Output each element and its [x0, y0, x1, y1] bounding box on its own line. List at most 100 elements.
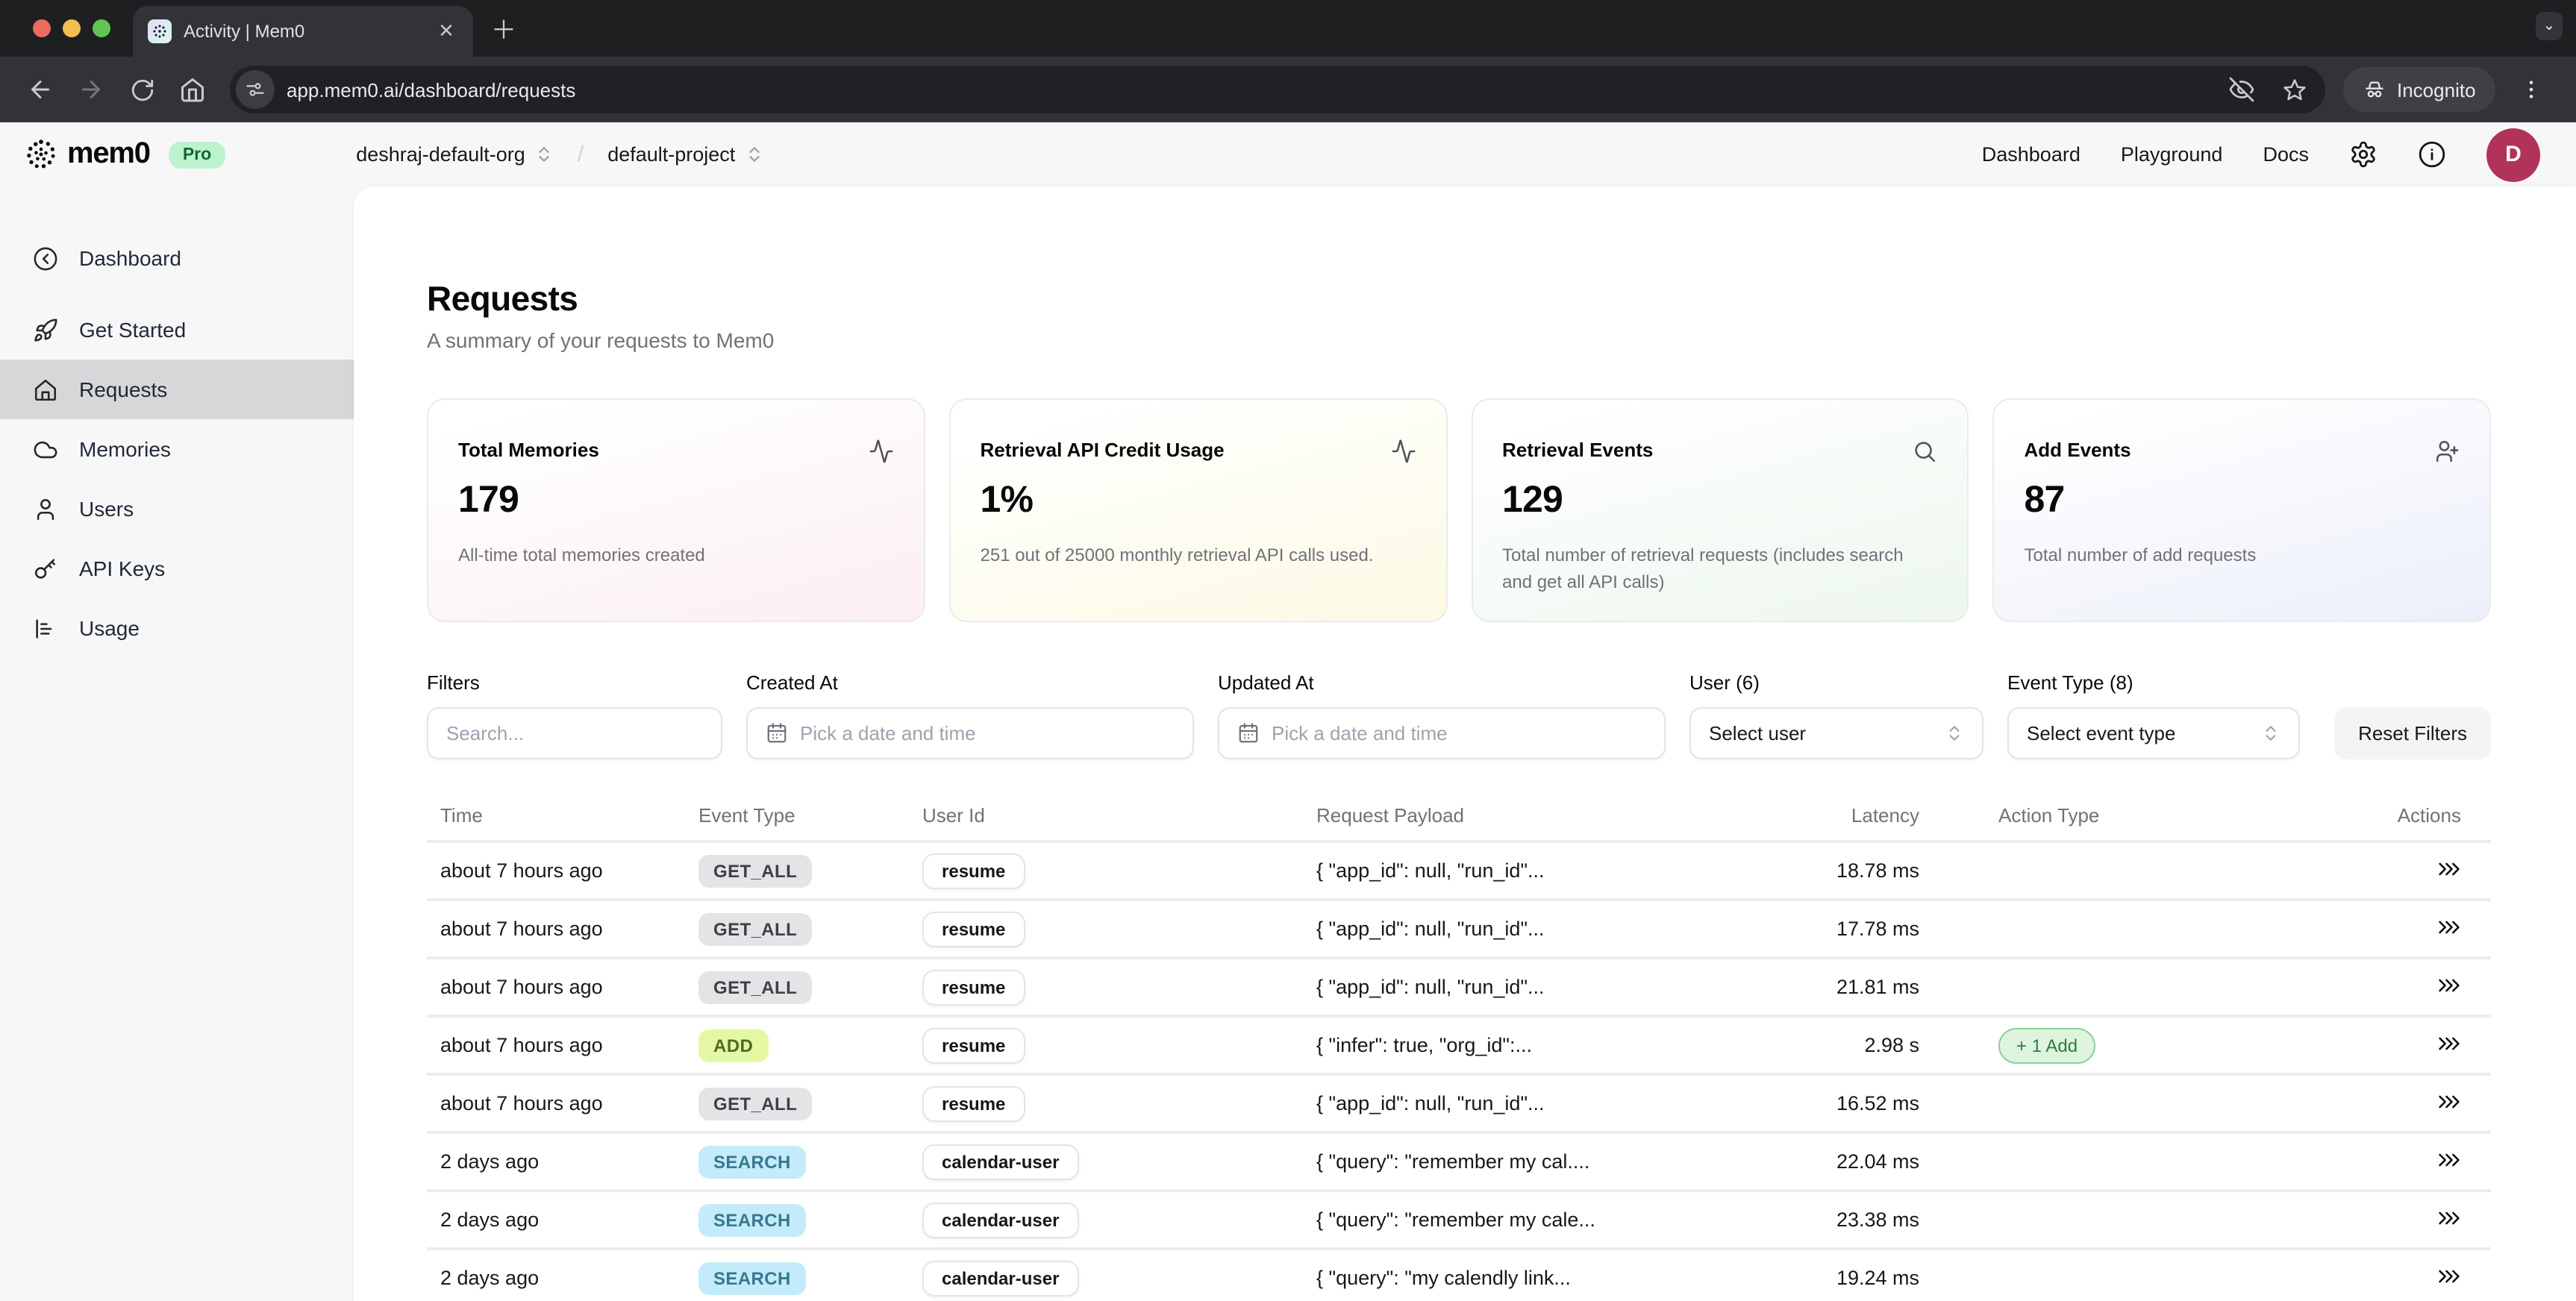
url-bar[interactable]: app.mem0.ai/dashboard/requests [230, 66, 2325, 113]
stat-card-total-memories: Total Memories 179 All-time total memori… [427, 398, 925, 622]
calendar-icon [1237, 722, 1260, 744]
plan-badge: Pro [169, 141, 225, 168]
row-payload: { "app_id": null, "run_id"... [1316, 976, 1545, 998]
sidebar: Dashboard Get Started Requests [0, 186, 354, 1301]
info-icon[interactable] [2418, 140, 2446, 169]
event-type-select[interactable]: Select event type [2007, 707, 2300, 759]
search-input[interactable]: Search... [427, 707, 722, 759]
header-nav: Dashboard Playground Docs D [1982, 128, 2540, 181]
sidebar-label: API Keys [79, 557, 166, 580]
tab-close-icon[interactable]: ✕ [438, 19, 454, 42]
stat-card-add-events: Add Events 87 Total number of add reques… [1992, 398, 2491, 622]
activity-icon [1390, 439, 1416, 464]
project-name: default-project [607, 143, 736, 166]
event-type-badge: ADD [698, 1029, 769, 1062]
maximize-window-button[interactable] [93, 19, 110, 37]
sidebar-item-users[interactable]: Users [0, 479, 354, 539]
card-description: Total number of retrieval requests (incl… [1502, 545, 1904, 592]
table-row[interactable]: about 7 hours ago GET_ALL resume { "app_… [427, 1076, 2491, 1134]
event-type-badge: SEARCH [698, 1261, 806, 1294]
sidebar-item-dashboard[interactable]: Dashboard [0, 228, 354, 288]
browser-toolbar: app.mem0.ai/dashboard/requests Incognito [0, 57, 2576, 122]
expand-row-button[interactable] [2437, 860, 2461, 877]
row-time: 2 days ago [440, 1267, 540, 1289]
expand-row-button[interactable] [2437, 1267, 2461, 1284]
event-type-badge: GET_ALL [698, 971, 813, 1003]
table-row[interactable]: 2 days ago SEARCH calendar-user { "query… [427, 1250, 2491, 1301]
card-description: All-time total memories created [458, 545, 705, 565]
sidebar-item-api-keys[interactable]: API Keys [0, 539, 354, 598]
chevrons-right-icon [2439, 1153, 2460, 1166]
user-id-badge: resume [922, 911, 1025, 947]
chevrons-right-icon [2439, 920, 2460, 933]
close-window-button[interactable] [33, 19, 51, 37]
expand-row-button[interactable] [2437, 1035, 2461, 1051]
forward-icon[interactable] [69, 67, 113, 112]
nav-docs-link[interactable]: Docs [2263, 143, 2309, 166]
reload-icon[interactable] [119, 67, 164, 112]
expand-row-button[interactable] [2437, 1093, 2461, 1109]
card-title: Total Memories [458, 439, 599, 461]
user-select-value: Select user [1709, 722, 1807, 744]
table-row[interactable]: about 7 hours ago GET_ALL resume { "app_… [427, 843, 2491, 901]
created-at-datepicker[interactable]: Pick a date and time [746, 707, 1194, 759]
sidebar-item-get-started[interactable]: Get Started [0, 300, 354, 360]
mem0-logo-icon [27, 139, 55, 169]
reset-filters-button[interactable]: Reset Filters [2334, 707, 2491, 759]
mem0-app: mem0 Pro deshraj-default-org / default-p… [0, 122, 2576, 1301]
row-payload: { "infer": true, "org_id":... [1316, 1034, 1532, 1056]
sidebar-item-memories[interactable]: Memories [0, 419, 354, 479]
chevrons-up-down-icon [539, 147, 549, 162]
site-settings-icon[interactable] [236, 70, 275, 109]
tab-title: Activity | Mem0 [184, 21, 305, 42]
updated-at-datepicker[interactable]: Pick a date and time [1218, 707, 1666, 759]
table-row[interactable]: 2 days ago SEARCH calendar-user { "query… [427, 1192, 2491, 1250]
browser-tab-bar: Activity | Mem0 ✕ ＋ ⌄ [0, 0, 2576, 57]
org-selector[interactable]: deshraj-default-org [356, 143, 554, 166]
sidebar-item-requests[interactable]: Requests [0, 360, 354, 419]
org-name: deshraj-default-org [356, 143, 525, 166]
sidebar-item-usage[interactable]: Usage [0, 598, 354, 658]
row-time: 2 days ago [440, 1208, 540, 1231]
chevrons-right-icon [2439, 1211, 2460, 1224]
url-text[interactable]: app.mem0.ai/dashboard/requests [287, 78, 576, 101]
search-icon [1913, 439, 1938, 464]
table-row[interactable]: 2 days ago SEARCH calendar-user { "query… [427, 1134, 2491, 1192]
nav-dashboard-link[interactable]: Dashboard [1981, 143, 2081, 166]
minimize-window-button[interactable] [63, 19, 81, 37]
incognito-badge: Incognito [2343, 67, 2495, 112]
user-id-badge: calendar-user [922, 1144, 1079, 1179]
search-tabs-button[interactable]: ⌄ [2536, 12, 2563, 40]
sidebar-label: Get Started [79, 318, 187, 342]
table-row[interactable]: about 7 hours ago GET_ALL resume { "app_… [427, 959, 2491, 1018]
app-header: mem0 Pro deshraj-default-org / default-p… [0, 122, 2576, 186]
home-icon[interactable] [170, 67, 215, 112]
expand-row-button[interactable] [2437, 1151, 2461, 1167]
bookmark-star-icon[interactable] [2282, 77, 2307, 102]
mem0-logo[interactable]: mem0 Pro [24, 137, 225, 172]
new-tab-button[interactable]: ＋ [491, 16, 516, 45]
expand-row-button[interactable] [2437, 918, 2461, 935]
user-select[interactable]: Select user [1689, 707, 1983, 759]
incognito-icon [2366, 81, 2383, 98]
table-row[interactable]: about 7 hours ago GET_ALL resume { "app_… [427, 901, 2491, 959]
rocket-icon [33, 317, 58, 342]
nav-playground-link[interactable]: Playground [2120, 143, 2223, 166]
settings-gear-icon[interactable] [2349, 140, 2378, 169]
back-icon[interactable] [18, 67, 63, 112]
user-avatar[interactable]: D [2486, 128, 2540, 181]
row-payload: { "app_id": null, "run_id"... [1316, 859, 1545, 882]
row-payload: { "app_id": null, "run_id"... [1316, 918, 1545, 940]
expand-row-button[interactable] [2437, 1209, 2461, 1226]
table-row[interactable]: about 7 hours ago ADD resume { "infer": … [427, 1018, 2491, 1076]
browser-menu-icon[interactable] [2513, 78, 2549, 101]
browser-tab[interactable]: Activity | Mem0 ✕ [133, 6, 473, 57]
project-selector[interactable]: default-project [607, 143, 763, 166]
eye-off-icon[interactable] [2228, 76, 2255, 103]
expand-row-button[interactable] [2437, 976, 2461, 993]
card-title: Retrieval API Credit Usage [980, 439, 1225, 461]
updated-at-label: Updated At [1218, 671, 1314, 694]
row-latency: 2.98 s [1864, 1034, 1919, 1056]
row-latency: 17.78 ms [1836, 918, 1919, 940]
